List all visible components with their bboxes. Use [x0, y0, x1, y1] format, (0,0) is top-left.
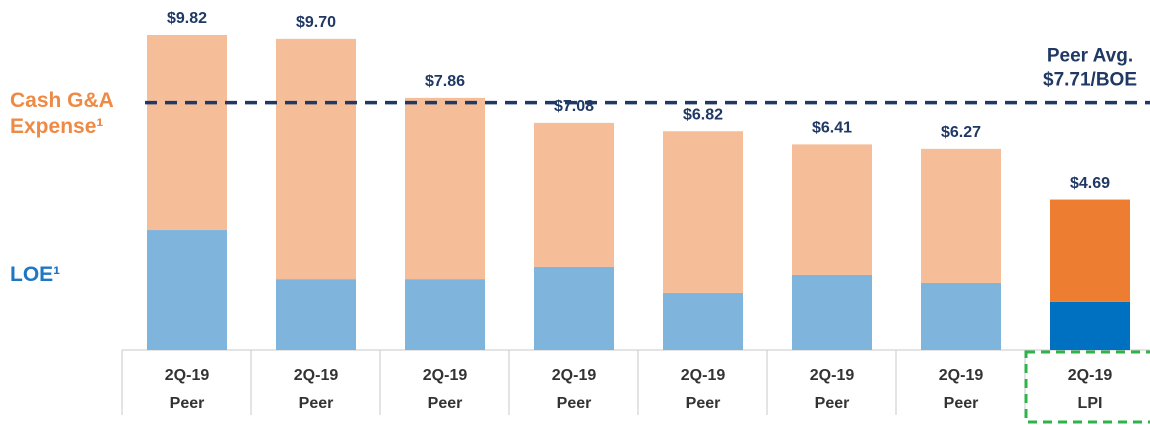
reference-label: Peer Avg.	[1047, 46, 1133, 67]
legend-entry: Cash G&A Expense¹	[10, 89, 114, 138]
bar-segment	[1050, 199, 1130, 302]
bar-segment	[1050, 301, 1130, 350]
bar-segment	[792, 144, 872, 275]
x-tick-label: Peer	[557, 395, 592, 412]
bar-segment	[534, 122, 614, 267]
x-tick-label: 2Q-19	[552, 367, 597, 384]
bar-segment	[147, 230, 227, 350]
x-tick-label: Peer	[686, 395, 721, 412]
value-label: $9.70	[296, 14, 336, 31]
bar-segment	[663, 131, 743, 293]
x-tick-label: 2Q-19	[681, 367, 726, 384]
x-tick-label: 2Q-19	[294, 367, 339, 384]
value-label: $4.69	[1070, 175, 1110, 192]
bar-segment	[792, 274, 872, 350]
value-label: $7.08	[554, 98, 594, 115]
bar-segment	[147, 35, 227, 231]
value-label: $9.82	[167, 10, 207, 27]
bar-segment	[405, 97, 485, 280]
bar-segment	[276, 279, 356, 350]
bar-segment	[921, 148, 1001, 283]
bar-segment	[276, 38, 356, 280]
x-tick-label: Peer	[815, 395, 850, 412]
x-tick-label: Peer	[428, 395, 463, 412]
x-tick-label: 2Q-19	[423, 367, 468, 384]
highlight-box	[1024, 350, 1150, 424]
x-tick-label: Peer	[944, 395, 979, 412]
value-label: $6.82	[683, 106, 723, 123]
x-tick-label: Peer	[299, 395, 334, 412]
bar-segment	[921, 282, 1001, 350]
bar-segment	[534, 266, 614, 350]
bar-segment	[663, 292, 743, 350]
x-tick-label: 2Q-19	[165, 367, 210, 384]
x-tick-label: 2Q-19	[939, 367, 984, 384]
legend-entry: LOE¹	[10, 263, 61, 286]
x-tick-label: 2Q-19	[810, 367, 855, 384]
x-tick-label: 2Q-19	[1068, 367, 1113, 384]
value-label: $6.27	[941, 124, 981, 141]
x-tick-label: LPI	[1078, 395, 1103, 412]
x-tick-label: Peer	[170, 395, 205, 412]
value-label: $7.86	[425, 73, 465, 90]
reference-label: $7.71/BOE	[1043, 70, 1137, 91]
value-label: $6.41	[812, 120, 852, 137]
bar-segment	[405, 279, 485, 350]
